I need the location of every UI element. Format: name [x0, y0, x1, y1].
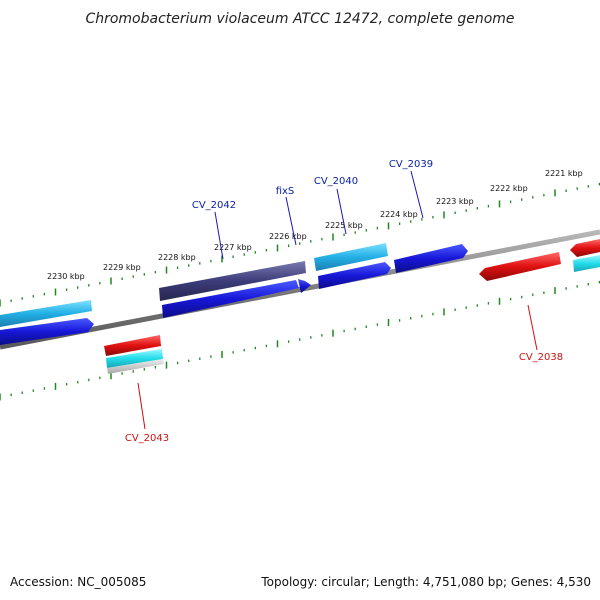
- gene-feature: [0, 300, 92, 327]
- cds-feature: [479, 252, 561, 281]
- cds-feature: [162, 280, 299, 318]
- gene-label: CV_2042: [192, 200, 236, 211]
- forward-features: [0, 243, 600, 345]
- reverse-features: [104, 239, 600, 374]
- ruler-label: 2224 kbp: [380, 210, 418, 219]
- ruler-label: 2223 kbp: [436, 197, 474, 206]
- ruler-ticks-lower: [0, 280, 600, 401]
- cds-feature: [0, 318, 94, 345]
- forward-label-leaders: [214, 170, 424, 260]
- gene-label: CV_2040: [314, 176, 358, 187]
- gene-feature-shadow: [107, 359, 164, 374]
- genome-backbone: [0, 229, 600, 350]
- ruler-label: 2221 kbp: [545, 169, 583, 178]
- ruler-label: 2226 kbp: [269, 232, 307, 241]
- ruler-ticks-upper: [0, 182, 600, 307]
- gene-label: fixS: [276, 186, 295, 197]
- map-title: Chromobacterium violaceum ATCC 12472, co…: [85, 11, 514, 27]
- cds-feature: [318, 262, 391, 289]
- ruler-label: 2228 kbp: [158, 253, 196, 262]
- cds-feature: [104, 335, 161, 356]
- ruler-label: 2230 kbp: [47, 272, 85, 281]
- genome-summary-text: Topology: circular; Length: 4,751,080 bp…: [260, 575, 591, 589]
- cds-arrow: [298, 279, 311, 293]
- gene-label: CV_2039: [389, 159, 433, 170]
- ruler-label: 2222 kbp: [490, 184, 528, 193]
- gene-label: CV_2038: [519, 352, 563, 363]
- accession-text: Accession: NC_005085: [10, 575, 146, 589]
- ruler-label: 2229 kbp: [103, 263, 141, 272]
- cds-feature: [394, 244, 468, 273]
- gene-feature: [314, 243, 388, 271]
- operon-feature: [159, 261, 306, 301]
- gene-feature: [106, 349, 163, 368]
- cds-feature: [570, 239, 600, 257]
- reverse-label-leaders: [137, 304, 538, 430]
- gene-label: CV_2043: [125, 433, 169, 444]
- ruler-label: 2227 kbp: [214, 243, 252, 252]
- gene-feature: [573, 255, 600, 272]
